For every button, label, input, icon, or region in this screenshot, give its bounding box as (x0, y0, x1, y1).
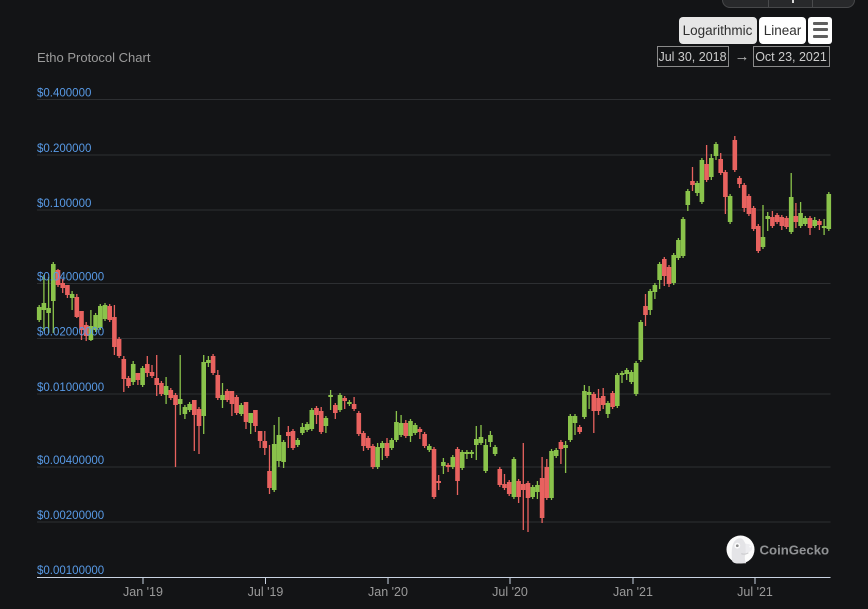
svg-text:Jan '20: Jan '20 (368, 585, 408, 599)
svg-text:$0.200000: $0.200000 (37, 143, 91, 155)
svg-text:$0.00100000: $0.00100000 (37, 565, 104, 577)
svg-text:Etho Protocol Chart: Etho Protocol Chart (37, 50, 151, 65)
svg-text:Jul '21: Jul '21 (737, 585, 773, 599)
svg-text:$0.00400000: $0.00400000 (37, 455, 104, 467)
svg-text:Jan '19: Jan '19 (123, 585, 163, 599)
svg-text:CoinGecko: CoinGecko (760, 543, 830, 558)
svg-text:$0.400000: $0.400000 (37, 88, 91, 100)
svg-text:$0.04000000: $0.04000000 (37, 272, 104, 284)
svg-text:$0.02000000: $0.02000000 (37, 327, 104, 339)
svg-text:Jul '20: Jul '20 (492, 585, 528, 599)
svg-text:$0.00200000: $0.00200000 (37, 510, 104, 522)
svg-text:Jan '21: Jan '21 (613, 585, 653, 599)
svg-text:$0.100000: $0.100000 (37, 198, 91, 210)
svg-text:$0.01000000: $0.01000000 (37, 382, 104, 394)
svg-text:Jul '19: Jul '19 (248, 585, 284, 599)
